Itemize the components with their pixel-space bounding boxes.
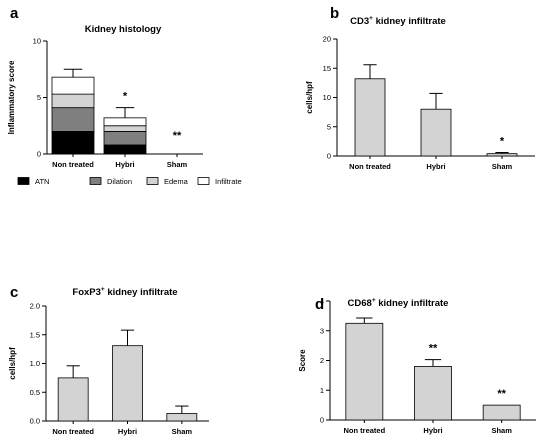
chart-title-rest: kidney infiltrate (373, 16, 446, 27)
bar (414, 366, 452, 421)
legend-swatch (89, 177, 102, 185)
y-tick-label: 15 (323, 64, 331, 73)
y-axis-label: Score (298, 349, 307, 372)
significance-marker: ** (429, 343, 438, 355)
x-tick-label: Sham (167, 160, 188, 169)
chart-title-superscript: + (101, 286, 105, 293)
chart-panel-b: b CD3+ kidney infiltrate cells/hpf 0 5 10 15 20… (305, 5, 535, 171)
y-tick-label: 2.0 (30, 302, 40, 311)
chart-title-superscript: + (372, 297, 376, 304)
x-tick-label: Hybri (118, 427, 137, 436)
bar-segment (103, 125, 147, 132)
bar (482, 404, 521, 421)
chart-title-main: CD68 (348, 298, 372, 309)
x-tick-label: Hybri (423, 426, 442, 435)
x-tick-label: Non treated (349, 162, 391, 171)
y-tick-label: 1.0 (30, 359, 40, 368)
x-tick-label: Non treated (343, 426, 385, 435)
panel-letter: c (10, 284, 18, 301)
chart-title-rest: kidney infiltrate (376, 298, 449, 309)
y-tick-label: 20 (323, 35, 331, 44)
y-tick-label: 0.0 (30, 417, 40, 426)
chart-title-main: CD3 (350, 16, 369, 27)
bar-segment (51, 93, 95, 109)
x-tick-label: Hybri (115, 160, 134, 169)
significance-marker: ** (497, 388, 506, 400)
bar-segment (51, 130, 95, 155)
bar-segment (51, 76, 95, 95)
y-tick-label: 10 (33, 37, 41, 46)
x-tick-label: Sham (492, 162, 513, 171)
x-tick-label: Sham (172, 427, 193, 436)
y-tick-label: 1.5 (30, 330, 40, 339)
bar (345, 322, 384, 421)
y-tick-label: 5 (37, 93, 41, 102)
legend-swatch (146, 177, 159, 185)
bar (420, 108, 452, 157)
bar-segment (103, 117, 147, 127)
bar-segment (103, 130, 147, 146)
chart-title: CD68+ kidney infiltrate (348, 297, 449, 309)
significance-marker: ** (173, 130, 182, 142)
chart-title: Kidney histology (85, 24, 162, 35)
y-axis-label: cells/hpf (305, 81, 314, 114)
legend-label: ATN (35, 177, 49, 186)
y-tick-label: 0 (37, 150, 41, 159)
chart-title: CD3+ kidney infiltrate (350, 15, 446, 27)
legend-label: Edema (164, 177, 189, 186)
x-tick-label: Non treated (52, 427, 94, 436)
y-axis-label: cells/hpf (8, 347, 17, 380)
bar (57, 377, 89, 422)
y-tick-label: 4 (320, 297, 324, 306)
legend-label: Dilation (107, 177, 132, 186)
bar-segment (51, 107, 95, 132)
y-tick-label: 5 (327, 122, 331, 131)
significance-marker: * (123, 91, 128, 103)
chart-title-rest: kidney infiltrate (105, 287, 178, 298)
y-tick-label: 3 (320, 326, 324, 335)
panel-letter: d (315, 296, 324, 313)
y-axis-label: Inflammatory score (7, 60, 16, 134)
x-tick-label: Hybri (426, 162, 445, 171)
x-tick-label: Non treated (52, 160, 94, 169)
bar-segment (103, 144, 147, 155)
chart-panel-a: a Kidney histology Inflammatory score 0 5 10 N… (7, 5, 242, 186)
panel-letter: b (330, 5, 339, 22)
y-tick-label: 0 (320, 416, 324, 425)
bar (354, 78, 386, 157)
chart-title-main: FoxP3 (72, 287, 101, 298)
y-tick-label: 1 (320, 386, 324, 395)
legend-swatch (197, 177, 210, 185)
y-tick-label: 0.5 (30, 388, 40, 397)
x-tick-label: Sham (491, 426, 512, 435)
panel-letter: a (10, 5, 19, 22)
y-tick-label: 2 (320, 356, 324, 365)
chart-title-superscript: + (369, 15, 373, 22)
legend-swatch (17, 177, 30, 185)
chart-panel-c: c FoxP3+ kidney infiltrate cells/hpf 0.0 0.5… (8, 284, 209, 436)
legend: ATN Dilation Edema Infiltrate (17, 177, 242, 186)
bar (166, 413, 198, 422)
significance-marker: * (500, 135, 505, 147)
y-tick-label: 10 (323, 93, 331, 102)
bar (486, 153, 518, 157)
chart-title: FoxP3+ kidney infiltrate (72, 286, 177, 298)
bar (112, 345, 143, 422)
chart-panel-d: d CD68+ kidney infiltrate Score 0 1 2 3 4 Non tr… (298, 296, 536, 435)
y-tick-label: 0 (327, 152, 331, 161)
legend-label: Infiltrate (215, 177, 242, 186)
